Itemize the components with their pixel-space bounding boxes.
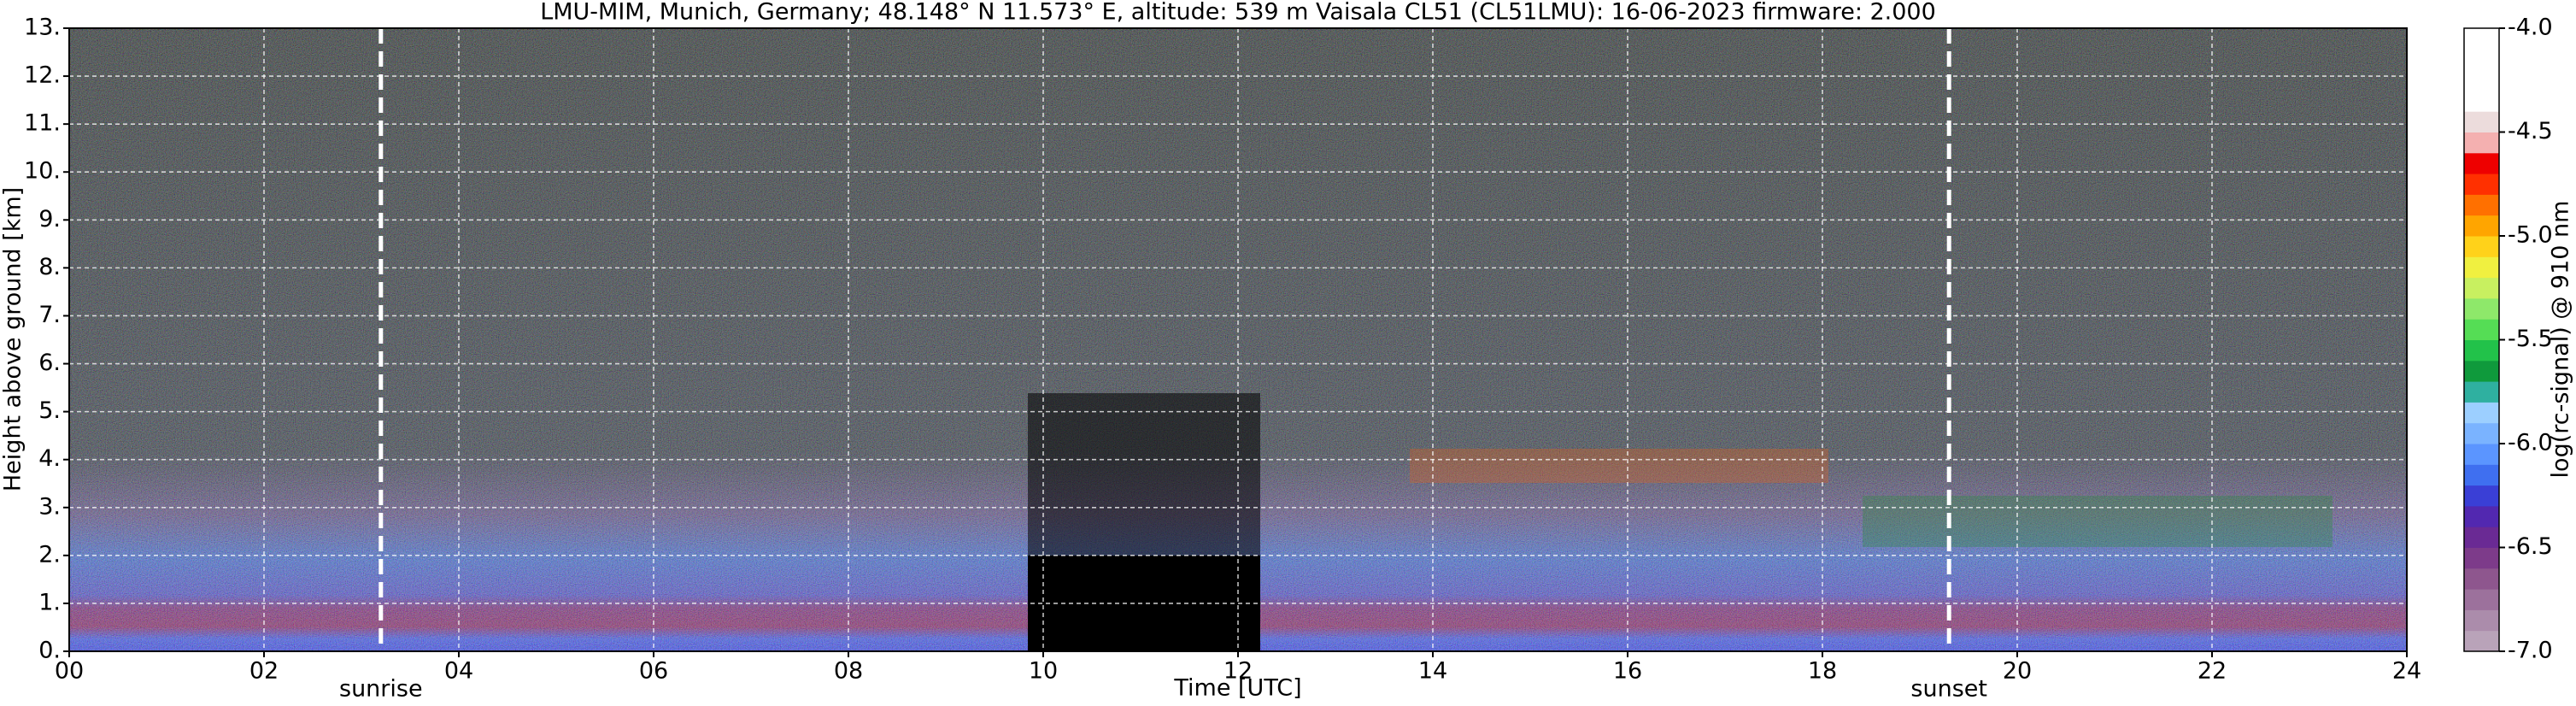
- colorbar-segment: [2464, 69, 2499, 91]
- cloud-layer: [1863, 496, 2332, 547]
- colorbar-segment: [2464, 256, 2499, 279]
- y-tick-label: 3.: [38, 493, 61, 520]
- y-tick-label: 11.: [24, 110, 61, 137]
- plot-layer: [68, 27, 2408, 652]
- y-tick-label: 1.: [38, 589, 61, 615]
- y-tick-label: 8.: [38, 254, 61, 280]
- y-tick-label: 0.: [38, 638, 61, 664]
- colorbar-segment: [2464, 568, 2499, 590]
- colorbar-tick-label: -4.0: [2508, 15, 2553, 41]
- y-tick-label: 7.: [38, 302, 61, 328]
- no-data-region: [1028, 556, 1260, 651]
- cloud-layer: [1410, 449, 1828, 483]
- colorbar-segment: [2464, 194, 2499, 216]
- y-tick-label: 5.: [38, 397, 61, 424]
- colorbar-segment: [2464, 90, 2499, 112]
- colorbar-segment: [2464, 215, 2499, 237]
- colorbar-segment: [2464, 422, 2499, 444]
- x-tick-label: 12: [1223, 658, 1253, 685]
- colorbar-segment: [2464, 152, 2499, 174]
- colorbar-segment: [2464, 132, 2499, 154]
- colorbar-tick-label: -6.5: [2508, 533, 2553, 560]
- colorbar-segment: [2464, 319, 2499, 340]
- x-tick-label: 14: [1418, 658, 1447, 685]
- y-tick-label: 2.: [38, 541, 61, 568]
- y-tick-label: 6.: [38, 350, 61, 376]
- y-tick-label: 9.: [38, 206, 61, 232]
- colorbar-tick-label: -4.5: [2508, 118, 2553, 144]
- colorbar-segment: [2464, 485, 2499, 507]
- colorbar-tick-label: -5.0: [2508, 222, 2553, 249]
- y-tick-label: 4.: [38, 445, 61, 472]
- colorbar-segment: [2464, 505, 2499, 527]
- x-tick-label: 00: [55, 658, 84, 685]
- x-axis-label: Time [UTC]: [1173, 675, 1301, 702]
- colorbar-label: log(rc-signal) @ 910 nm: [2548, 201, 2574, 479]
- x-tick-label: 02: [249, 658, 279, 685]
- annotation-label: sunset: [1910, 676, 1987, 703]
- y-tick-label: 13.: [24, 15, 61, 41]
- x-tick-label: 18: [1808, 658, 1837, 685]
- colorbar-segment: [2464, 630, 2499, 652]
- x-tick-label: 24: [2392, 658, 2421, 685]
- colorbar-segment: [2464, 527, 2499, 548]
- x-tick-label: 06: [639, 658, 668, 685]
- colorbar-segment: [2464, 297, 2499, 320]
- x-tick-label: 20: [2003, 658, 2032, 685]
- colorbar-segment: [2464, 360, 2499, 382]
- colorbar-segment: [2464, 381, 2499, 403]
- colorbar-tick-label: -5.5: [2508, 326, 2553, 352]
- annotation-label: sunrise: [339, 676, 423, 703]
- colorbar-segment: [2464, 609, 2499, 632]
- colorbar-segment: [2464, 444, 2499, 465]
- colorbar-segment: [2464, 339, 2499, 362]
- x-tick-label: 04: [444, 658, 473, 685]
- y-tick-label: 10.: [24, 158, 61, 185]
- colorbar-segment: [2464, 236, 2499, 257]
- colorbar-segment: [2464, 28, 2499, 50]
- colorbar-segment: [2464, 547, 2499, 569]
- x-tick-label: 16: [1613, 658, 1642, 685]
- colorbar-tick-label: -6.0: [2508, 430, 2553, 456]
- y-tick-label: 12.: [24, 62, 61, 89]
- no-data-region: [1028, 393, 1260, 556]
- colorbar-tick-label: -7.0: [2508, 638, 2553, 664]
- chart-title: LMU-MIM, Munich, Germany; 48.148° N 11.5…: [540, 0, 1936, 26]
- x-tick-label: 22: [2198, 658, 2227, 685]
- colorbar-segment: [2464, 402, 2499, 424]
- colorbar-segment: [2464, 174, 2499, 195]
- colorbar-segment: [2464, 277, 2499, 299]
- y-axis-label: Height above ground [km]: [0, 187, 26, 491]
- x-tick-label: 10: [1029, 658, 1058, 685]
- colorbar-segment: [2464, 464, 2499, 486]
- colorbar-segment: [2464, 49, 2499, 71]
- colorbar-segment: [2464, 111, 2499, 132]
- colorbar-segment: [2464, 589, 2499, 610]
- x-tick-label: 08: [834, 658, 863, 685]
